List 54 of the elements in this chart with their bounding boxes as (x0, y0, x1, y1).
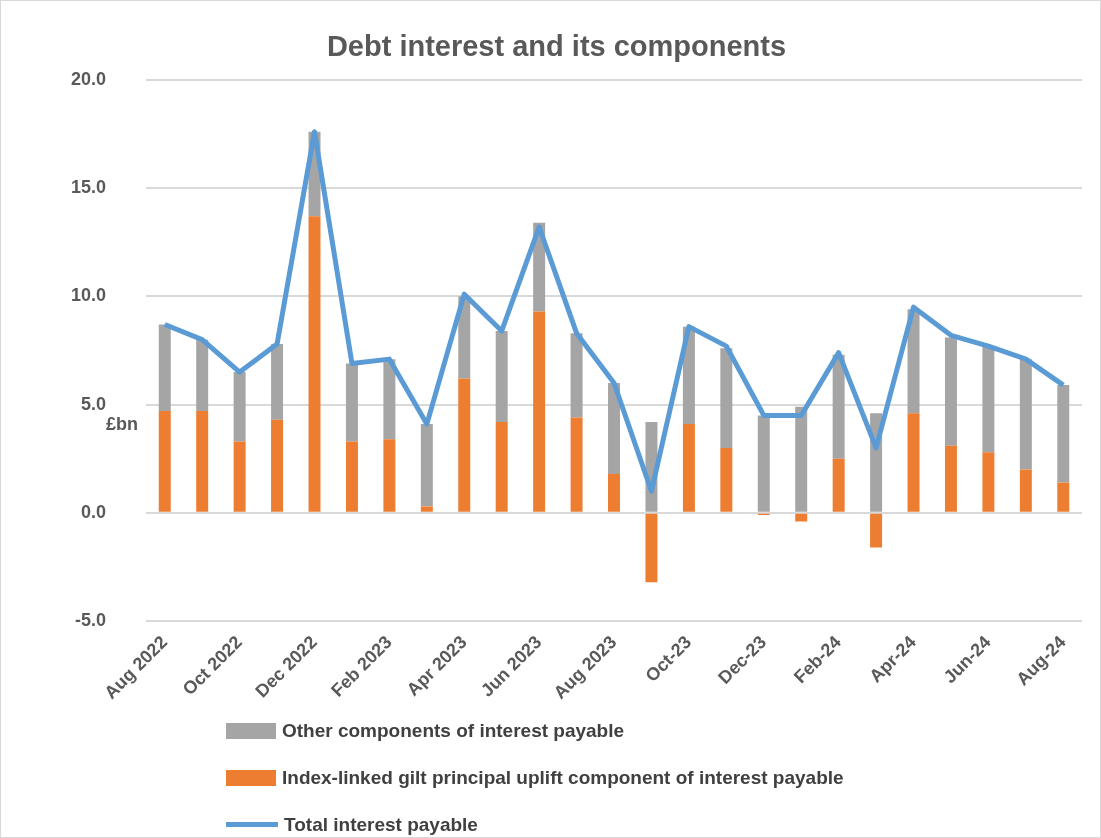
bar (1019, 359, 1032, 470)
bar (420, 424, 433, 507)
legend-label: Index-linked gilt principal uplift component of interest payable (282, 766, 844, 789)
bar (720, 348, 733, 448)
chart-title: Debt interest and its components (326, 30, 787, 63)
bar (233, 372, 246, 442)
bar (982, 452, 995, 512)
bar (233, 441, 246, 512)
y-axis-title: £bn (106, 413, 139, 434)
bar (682, 424, 695, 512)
bar (570, 333, 583, 418)
bar (757, 415, 770, 512)
bar (345, 363, 358, 442)
bar (832, 458, 845, 512)
legend-label: Total interest payable (284, 813, 478, 836)
bar (907, 309, 920, 414)
bar (383, 439, 396, 512)
bar (1057, 385, 1070, 483)
bar (158, 324, 171, 412)
bar (271, 419, 284, 512)
bar (870, 513, 883, 548)
bar (907, 413, 920, 512)
bar (1057, 482, 1070, 512)
bar (832, 354, 845, 459)
y-tick-label: 10.0 (70, 285, 107, 306)
y-tick-label: 20.0 (70, 68, 107, 89)
bar (196, 339, 209, 412)
y-tick-label: 0.0 (81, 501, 107, 522)
bar (982, 346, 995, 453)
bar (458, 378, 471, 512)
bar (495, 330, 508, 422)
bar (570, 417, 583, 512)
bar (345, 441, 358, 512)
y-tick-label: -5.0 (75, 610, 107, 631)
legend-label: Other components of interest payable (282, 719, 625, 742)
bar (944, 337, 957, 446)
bar (645, 513, 658, 583)
bar (720, 447, 733, 512)
bar (383, 359, 396, 440)
bar (608, 382, 621, 474)
bar (795, 513, 808, 522)
bar (795, 406, 808, 512)
bar (420, 506, 433, 512)
bar (495, 421, 508, 512)
y-tick-label: 5.0 (81, 393, 107, 414)
bar (196, 411, 209, 512)
bar (533, 311, 546, 512)
bar (1019, 469, 1032, 512)
bar (271, 343, 284, 420)
bar (608, 473, 621, 512)
bar (158, 411, 171, 512)
bar (308, 216, 321, 512)
y-tick-label: 15.0 (70, 177, 107, 198)
bar (944, 445, 957, 512)
